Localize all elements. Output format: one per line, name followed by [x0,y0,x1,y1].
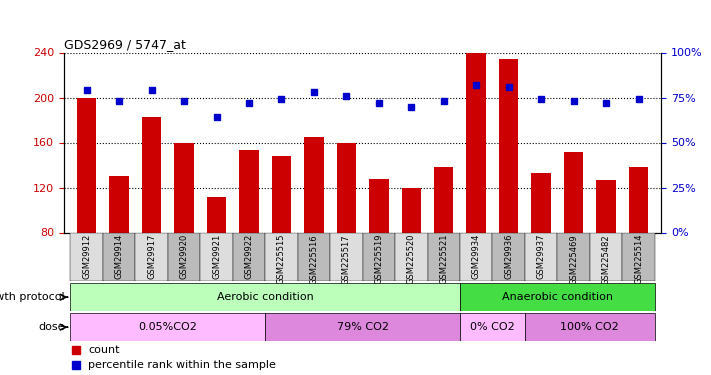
Bar [77,98,97,232]
Bar [499,59,518,232]
Text: GSM225521: GSM225521 [439,234,448,285]
Text: GSM29912: GSM29912 [82,234,91,279]
Bar [70,232,103,281]
Bar [240,150,259,232]
Bar [109,176,129,232]
Text: percentile rank within the sample: percentile rank within the sample [88,360,276,370]
Text: GSM29920: GSM29920 [180,234,188,279]
Bar [369,178,389,232]
Text: GSM29936: GSM29936 [504,234,513,279]
Text: 0.05%CO2: 0.05%CO2 [139,322,197,332]
Bar [298,232,330,281]
Bar [590,232,622,281]
Bar [103,232,135,281]
Bar [597,180,616,232]
Bar [70,313,265,341]
Text: GSM225519: GSM225519 [374,234,383,285]
Text: GSM225520: GSM225520 [407,234,416,285]
Bar [265,313,460,341]
Text: growth protocol: growth protocol [0,292,65,302]
Bar [531,173,551,232]
Text: GSM225482: GSM225482 [602,234,611,285]
Bar [395,232,427,281]
Bar [168,232,201,281]
Bar [629,167,648,232]
Text: GSM29914: GSM29914 [114,234,124,279]
Bar [336,142,356,232]
Text: GSM29922: GSM29922 [245,234,254,279]
Bar [622,232,655,281]
Text: dose: dose [38,322,65,332]
Bar [142,117,161,232]
Text: GSM29917: GSM29917 [147,234,156,279]
Text: Anaerobic condition: Anaerobic condition [502,292,613,302]
Bar [557,232,590,281]
Bar [493,232,525,281]
Bar [265,232,298,281]
Text: GSM29934: GSM29934 [471,234,481,279]
Bar [135,232,168,281]
Text: GSM225517: GSM225517 [342,234,351,285]
Text: GDS2969 / 5747_at: GDS2969 / 5747_at [64,38,186,51]
Text: GSM225514: GSM225514 [634,234,643,285]
Bar [460,313,525,341]
Bar [427,232,460,281]
Text: GSM29937: GSM29937 [537,234,545,279]
Text: Aerobic condition: Aerobic condition [217,292,314,302]
Text: 79% CO2: 79% CO2 [336,322,389,332]
Bar [460,283,655,311]
Bar [525,232,557,281]
Text: GSM29921: GSM29921 [212,234,221,279]
Bar [232,232,265,281]
Text: 100% CO2: 100% CO2 [560,322,619,332]
Bar [272,156,292,232]
Bar [564,152,583,232]
Text: GSM225516: GSM225516 [309,234,319,285]
Bar [70,283,460,311]
Bar [201,232,232,281]
Text: GSM225515: GSM225515 [277,234,286,285]
Bar [207,196,226,232]
Text: count: count [88,345,119,355]
Bar [174,142,194,232]
Text: 0% CO2: 0% CO2 [470,322,515,332]
Bar [304,137,324,232]
Text: GSM225469: GSM225469 [569,234,578,285]
Bar [363,232,395,281]
Bar [434,167,454,232]
Bar [466,53,486,232]
Bar [330,232,363,281]
Bar [402,188,421,232]
Bar [525,313,655,341]
Bar [460,232,493,281]
